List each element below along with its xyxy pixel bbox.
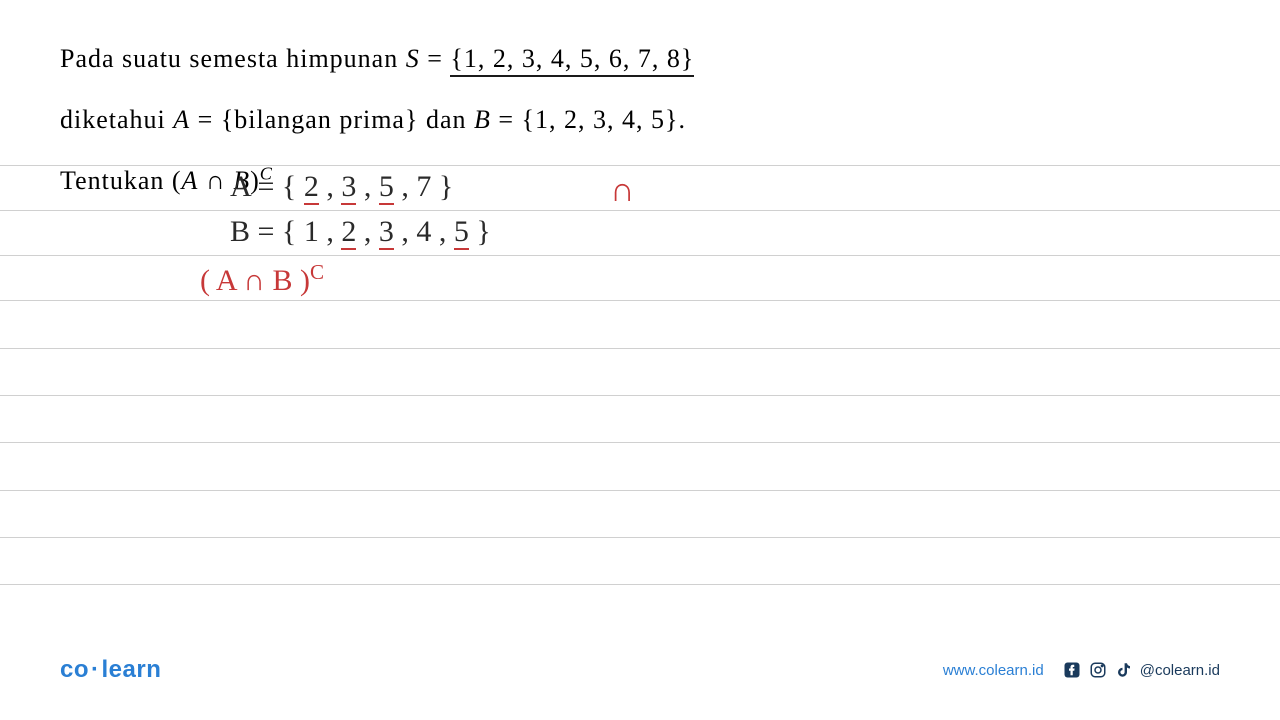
problem-line-1: Pada suatu semesta himpunan S = {1, 2, 3… [60,30,1220,87]
hw-text: } [431,170,453,203]
var-A: A [173,105,190,134]
footer: co·learn www.colearn.id @colearn.id [0,650,1280,690]
ruled-line [0,165,1280,166]
hw-text: ( A ∩ B ) [200,264,310,297]
logo-text: co [60,656,89,683]
tiktok-icon [1114,660,1134,680]
text: diketahui [60,105,173,134]
text: = [420,44,451,73]
text: = {1, 2, 3, 4, 5}. [491,105,686,134]
website-url: www.colearn.id [943,662,1044,679]
ruled-line [0,537,1280,538]
hw-text: } [469,215,491,248]
instagram-icon [1088,660,1108,680]
handwritten-set-B: B = { 1 , 2 , 3 , 4 , 5 } [230,215,491,249]
hw-text: 2 [341,215,356,250]
ruled-line [0,584,1280,585]
text: Pada suatu semesta himpunan [60,44,406,73]
ruled-line [0,395,1280,396]
handwritten-set-A: A = { 2 , 3 , 5 , 7 } [230,170,453,204]
hw-text: 5 [454,215,469,250]
logo-dot: · [91,656,100,683]
ruled-line [0,255,1280,256]
ruled-line [0,490,1280,491]
ruled-paper-area: A = { 2 , 3 , 5 , 7 } ∩ B = { 1 , 2 , 3 … [0,160,1280,640]
hw-text: 2 [304,170,319,205]
set-S: {1, 2, 3, 4, 5, 6, 7, 8} [450,44,694,77]
handwritten-expression: ( A ∩ B )C [200,260,324,298]
social-handle: @colearn.id [1140,662,1220,679]
text: = {bilangan prima} dan [190,105,474,134]
hw-text: B = { [230,215,304,248]
handwritten-intersection-symbol: ∩ [610,172,635,210]
var-B: B [474,105,491,134]
facebook-icon [1062,660,1082,680]
ruled-line [0,300,1280,301]
hw-text: 3 [341,170,356,205]
var-S: S [406,44,420,73]
logo-text: learn [102,656,162,683]
ruled-line [0,442,1280,443]
hw-text: A = { [230,170,304,203]
hw-complement: C [310,260,324,284]
footer-right: www.colearn.id @colearn.id [943,660,1220,680]
social-icons: @colearn.id [1062,660,1220,680]
colearn-logo: co·learn [60,656,161,684]
hw-text: 5 [379,170,394,205]
ruled-line [0,348,1280,349]
hw-text: 3 [379,215,394,250]
problem-line-2: diketahui A = {bilangan prima} dan B = {… [60,91,1220,148]
ruled-line [0,210,1280,211]
